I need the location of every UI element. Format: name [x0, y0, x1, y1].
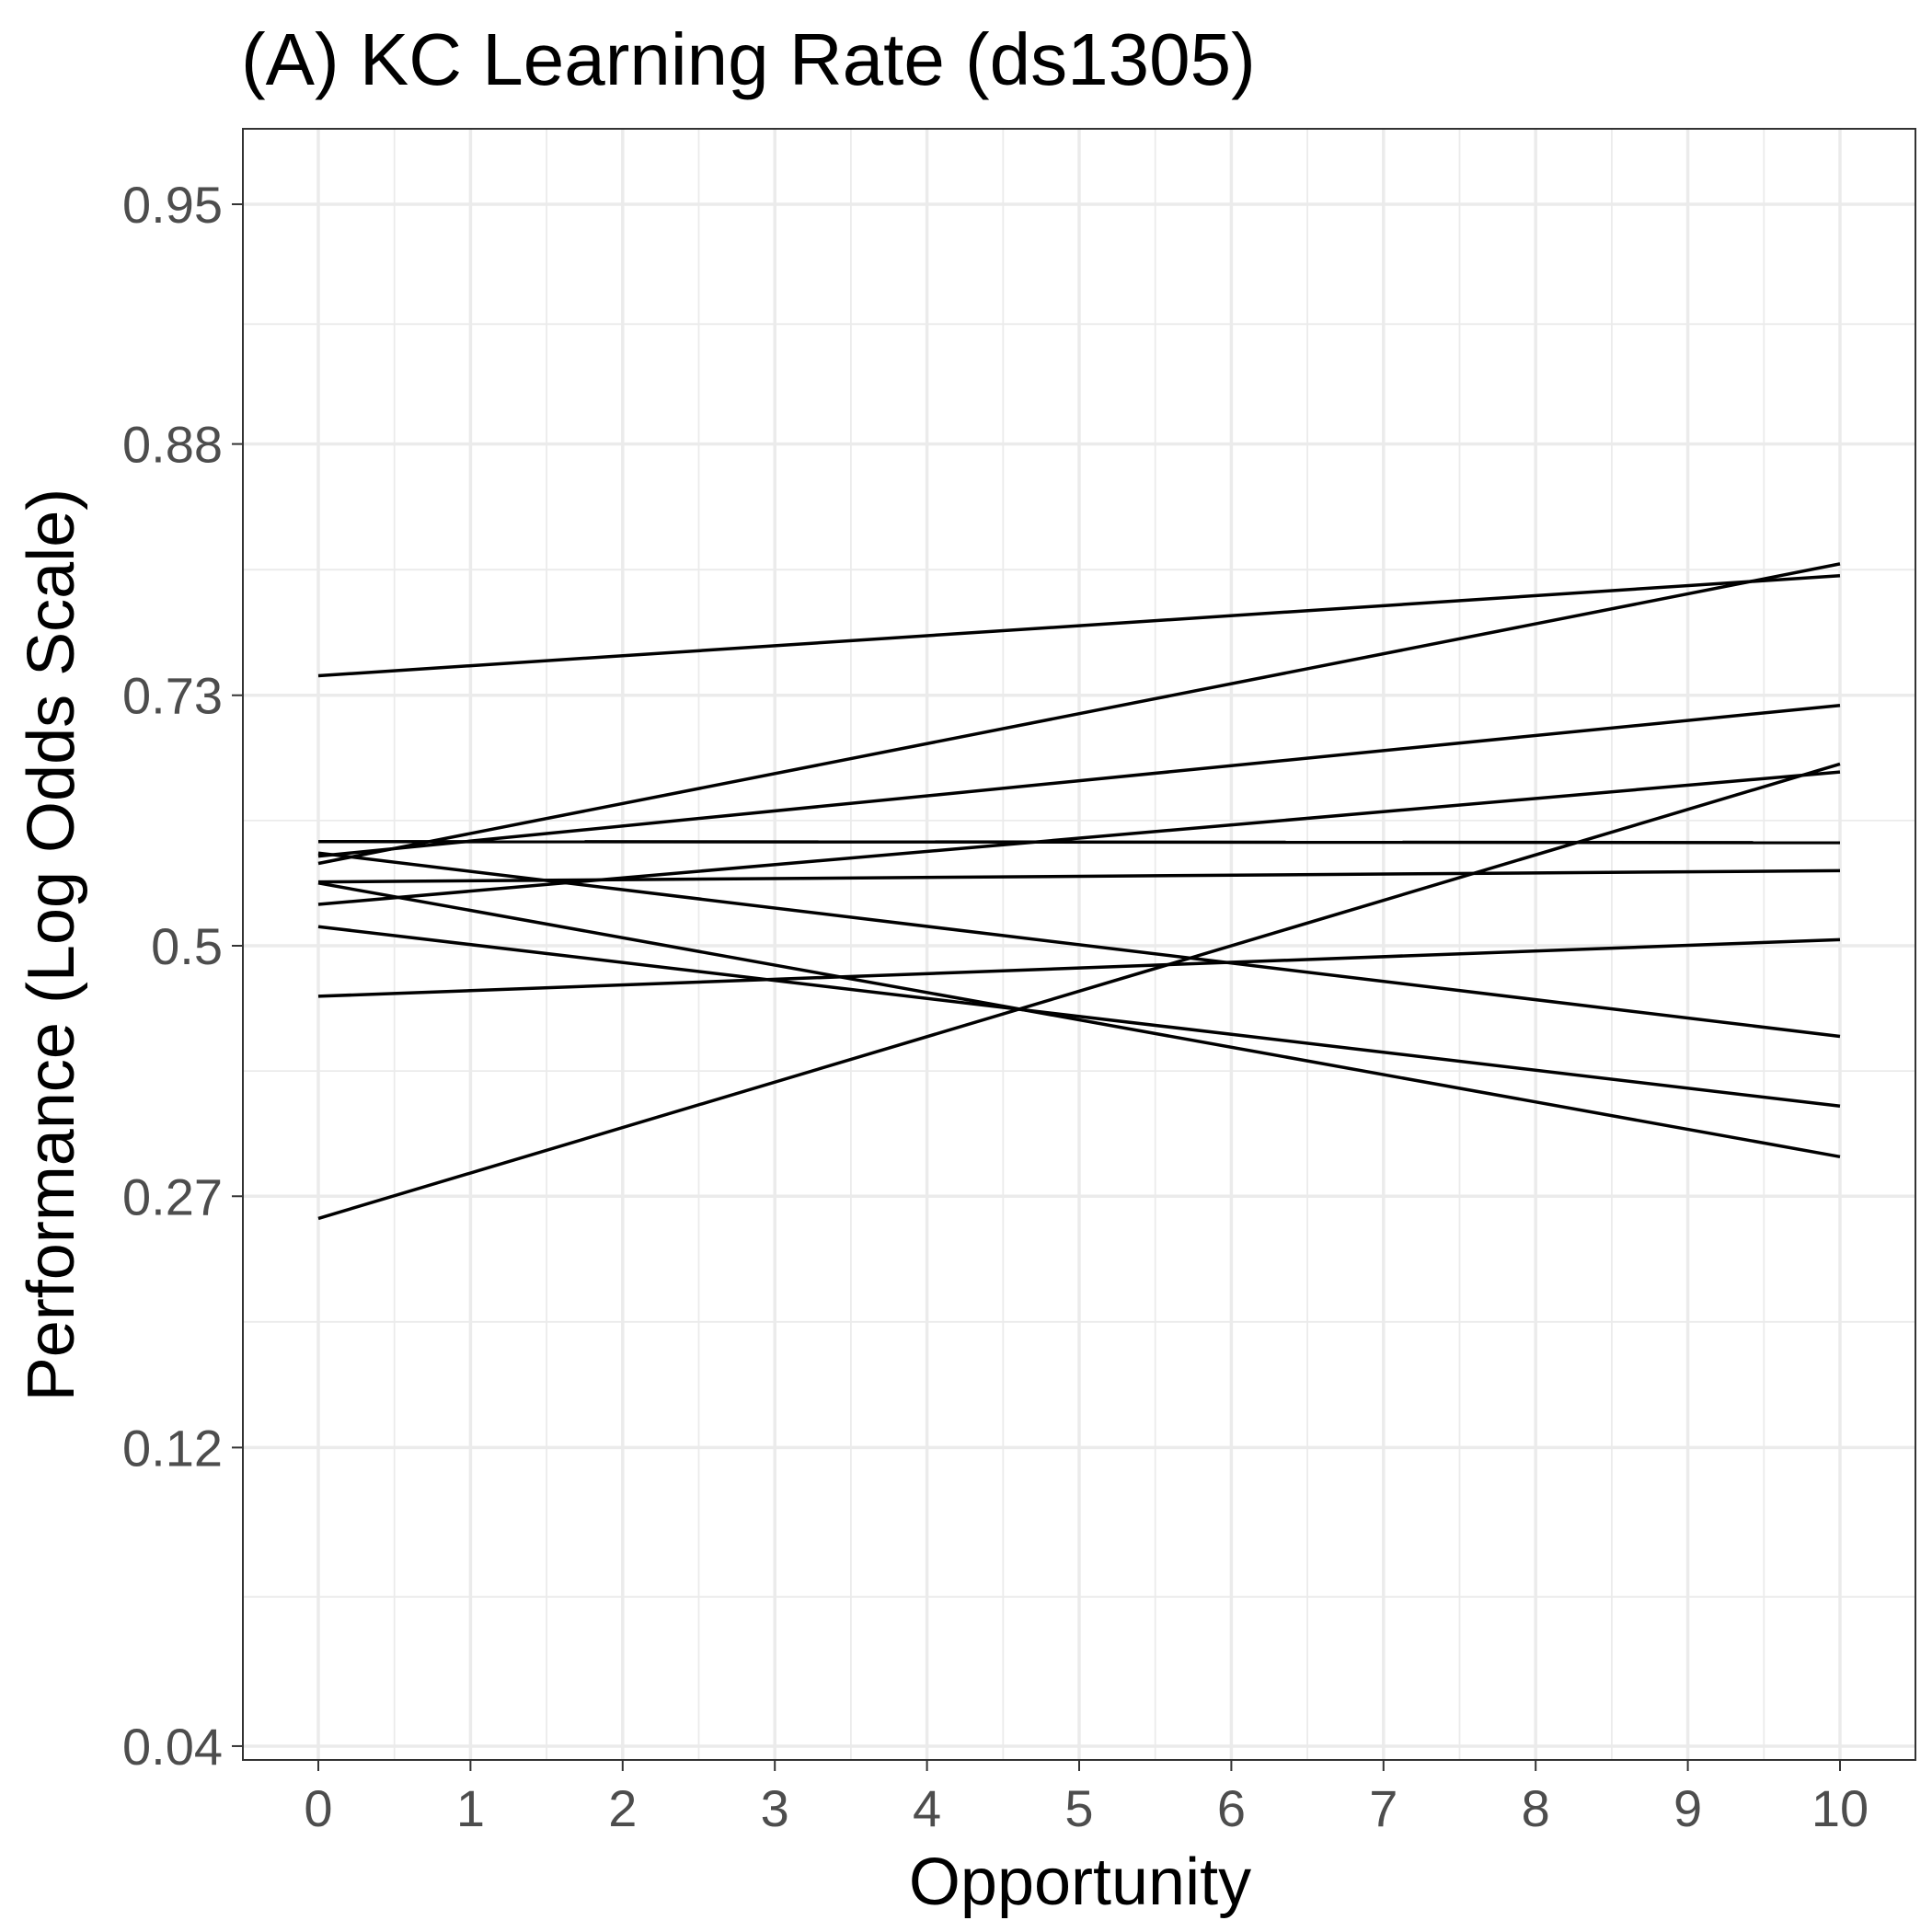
x-tick-label: 8: [1522, 1779, 1550, 1837]
y-axis-ticks: 0.04 0.12 0.27 0.5 0.73 0.88 0.95: [122, 176, 243, 1776]
series-lines: [317, 562, 1841, 1221]
kc-series-line-1: [317, 573, 1841, 678]
x-tick-label: 3: [761, 1779, 789, 1837]
x-tick-label: 0: [304, 1779, 332, 1837]
x-tick-label: 1: [456, 1779, 485, 1837]
kc-series-line-9: [317, 925, 1841, 1109]
y-tick-label: 0.73: [122, 667, 223, 725]
kc-series-line-6: [317, 868, 1841, 884]
y-tick-label: 0.95: [122, 176, 223, 234]
y-tick-label: 0.04: [122, 1718, 223, 1776]
kc-series-line-11: [317, 762, 1841, 1221]
y-axis-title: Performance (Log Odds Scale): [15, 489, 88, 1401]
kc-series-line-10: [317, 937, 1841, 998]
chart-title: (A) KC Learning Rate (ds1305): [241, 18, 1256, 100]
kc-series-line-4: [317, 839, 1841, 845]
y-tick-label: 0.5: [151, 917, 223, 975]
x-tick-label: 5: [1064, 1779, 1093, 1837]
x-tick-label: 9: [1673, 1779, 1702, 1837]
x-tick-label: 6: [1217, 1779, 1246, 1837]
y-tick-label: 0.12: [122, 1419, 223, 1477]
kc-series-line-3: [317, 703, 1841, 858]
x-axis-ticks: 0 1 2 3 4 5 6 7 8 9 10: [304, 1760, 1869, 1837]
x-axis-title: Opportunity: [909, 1846, 1251, 1919]
y-tick-label: 0.27: [122, 1167, 223, 1225]
kc-series-line-8: [317, 881, 1841, 1159]
x-tick-label: 4: [913, 1779, 941, 1837]
y-tick-label: 0.88: [122, 416, 223, 474]
x-tick-label: 10: [1811, 1779, 1869, 1837]
kc-series-line-7: [317, 770, 1841, 906]
x-tick-label: 7: [1369, 1779, 1397, 1837]
x-tick-label: 2: [608, 1779, 637, 1837]
kc-series-line-2: [317, 562, 1841, 866]
